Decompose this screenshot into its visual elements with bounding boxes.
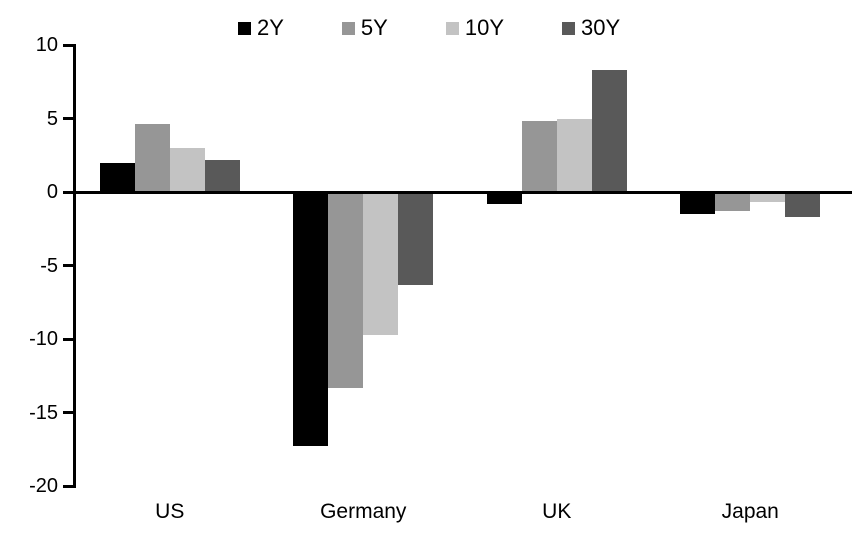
- y-axis-line: [73, 44, 76, 488]
- y-axis-tick: [63, 411, 73, 414]
- bar-japan-5y: [715, 192, 751, 212]
- y-axis-tick: [63, 484, 73, 488]
- legend-swatch-2y: [238, 21, 251, 35]
- chart-legend: 2Y 5Y 10Y 30Y: [238, 15, 620, 41]
- legend-swatch-30y: [562, 21, 575, 35]
- bar-us-10y: [169, 147, 205, 192]
- legend-label-2y: 2Y: [257, 15, 284, 40]
- y-axis-tick: [63, 43, 73, 47]
- y-axis-tick-label: -5: [40, 254, 58, 277]
- y-axis-tick-label: -10: [29, 328, 58, 350]
- y-axis-tick-label: 10: [35, 34, 58, 56]
- y-axis-tick-label: -15: [29, 401, 58, 424]
- bar-japan-2y: [680, 192, 716, 215]
- x-axis-label-us: US: [155, 500, 185, 523]
- legend-swatch-10y: [445, 21, 459, 35]
- bar-germany-2y: [293, 192, 329, 447]
- y-axis-tick: [63, 264, 73, 267]
- bar-uk-5y: [521, 121, 557, 192]
- x-axis-label-uk: UK: [542, 500, 572, 523]
- legend-item-10y: 10Y: [445, 15, 504, 41]
- y-axis-tick: [63, 117, 73, 120]
- y-axis-tick: [63, 337, 73, 341]
- bar-uk-30y: [591, 69, 627, 192]
- y-axis-tick: [63, 190, 73, 194]
- legend-item-2y: 2Y: [238, 15, 284, 41]
- y-axis-tick-label: 5: [46, 107, 58, 130]
- bar-japan-30y: [785, 192, 821, 217]
- y-axis-tick-label: -20: [29, 475, 58, 497]
- legend-item-5y: 5Y: [341, 15, 388, 41]
- x-axis-label-germany: Germany: [320, 500, 407, 523]
- legend-item-30y: 30Y: [562, 15, 620, 41]
- bar-us-30y: [204, 159, 240, 192]
- bar-uk-10y: [556, 118, 592, 192]
- bar-germany-5y: [328, 192, 364, 388]
- legend-label-10y: 10Y: [464, 15, 504, 40]
- bar-japan-10y: [750, 192, 786, 203]
- bar-germany-10y: [363, 192, 399, 335]
- x-axis-label-japan: Japan: [721, 500, 779, 523]
- bar-germany-30y: [398, 192, 434, 285]
- legend-label-30y: 30Y: [581, 15, 621, 40]
- bar-us-2y: [99, 162, 135, 192]
- bar-us-5y: [134, 124, 170, 192]
- bar-uk-2y: [486, 192, 522, 204]
- y-axis-tick-label: 0: [46, 181, 58, 203]
- legend-swatch-5y: [341, 21, 355, 35]
- legend-label-5y: 5Y: [360, 15, 388, 40]
- zero-axis-line: [73, 190, 852, 194]
